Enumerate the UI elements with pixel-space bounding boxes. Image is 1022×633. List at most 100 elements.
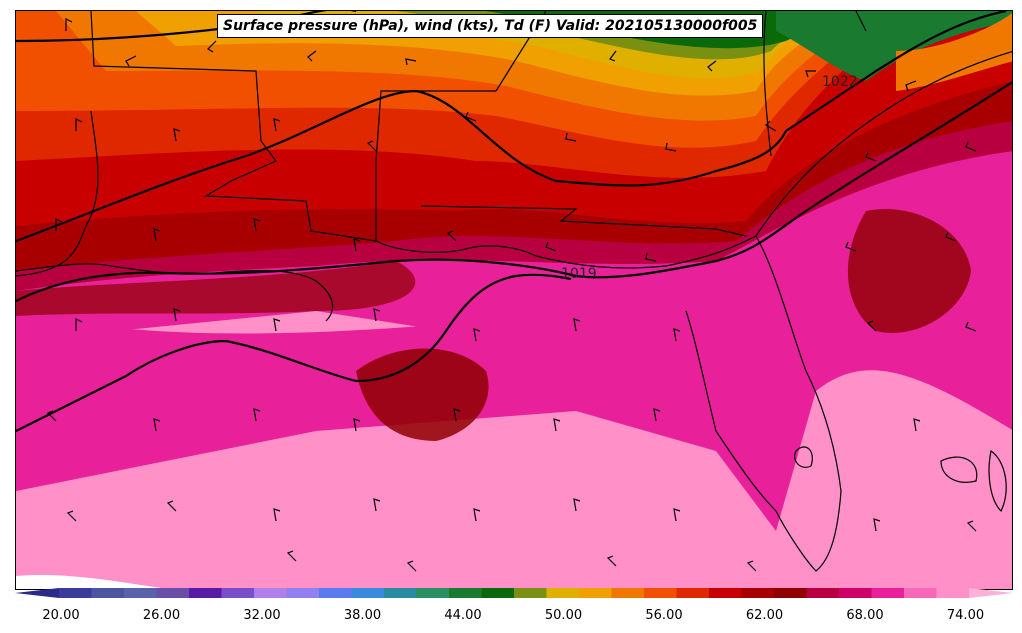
map-title: Surface pressure (hPa), wind (kts), Td (… [217, 14, 764, 38]
wind-barb [55, 218, 63, 231]
isobar-upper [16, 80, 1012, 302]
colorbar-cell [774, 588, 807, 598]
wind-barb [153, 418, 161, 432]
shade-atlantic-pocket [847, 209, 971, 333]
colorbar-cell [416, 588, 450, 598]
wind-barb [173, 128, 181, 142]
wind-barb [46, 410, 57, 422]
wind-barb [606, 555, 617, 567]
colorbar-cell [254, 588, 287, 598]
colorbar-tick-label: 20.00 [42, 608, 80, 623]
colorbar-cell [676, 588, 710, 598]
colorbar-cell [221, 588, 255, 598]
wind-barb [573, 318, 581, 332]
colorbar-cell [611, 588, 645, 598]
wind-barb [373, 308, 381, 322]
colorbar-cell [839, 588, 872, 598]
state-line-gulf [420, 205, 747, 237]
colorbar-cell [579, 588, 612, 598]
colorbar-tick-label: 62.00 [745, 608, 784, 623]
wind-barb [866, 320, 877, 332]
colorbar-tick-label: 56.00 [645, 608, 683, 623]
colorbar-extend-low [15, 588, 59, 598]
state-line-nc [855, 11, 867, 32]
wind-barb [473, 508, 481, 522]
wind-barb [945, 231, 957, 242]
colorbar-tick-label: 50.00 [544, 608, 583, 623]
wind-barb [609, 50, 617, 62]
colorbar-extend-high [969, 588, 1013, 598]
wind-barb [653, 408, 661, 422]
colorbar-cell [871, 588, 905, 598]
map-panel [15, 10, 1013, 590]
state-line-west [90, 11, 496, 242]
wind-barb [273, 318, 281, 332]
wind-barb [253, 218, 261, 232]
wind-barb [545, 241, 557, 252]
wind-barb [406, 560, 417, 572]
wind-barb [966, 520, 977, 532]
wind-barb [707, 60, 717, 72]
wind-barb [673, 508, 681, 522]
wind-barb [805, 70, 816, 78]
colorbar-cells [15, 588, 1013, 598]
wind-barb [353, 418, 361, 432]
coastline-atlantic [755, 50, 1012, 237]
coastline-ms-al [375, 240, 537, 257]
wind-barb [273, 508, 281, 522]
isobar-label-1019: 1019 [561, 266, 597, 282]
wind-barb [465, 111, 477, 122]
wind-barb [746, 560, 757, 572]
isobar-label-1022: 1022 [822, 74, 858, 90]
wind-barb [665, 142, 677, 152]
wind-barbs [46, 18, 977, 572]
colorbar-cell [189, 588, 222, 598]
wind-barb [965, 141, 977, 152]
wind-barb [66, 510, 77, 522]
wind-barb [286, 550, 297, 562]
colorbar-cell [319, 588, 352, 598]
coastline-florida [685, 235, 842, 572]
wind-barb [765, 120, 777, 132]
wind-barb [373, 498, 381, 512]
colorbar-tick-label: 74.00 [946, 608, 985, 623]
wind-barb [573, 498, 581, 512]
wind-barb [865, 151, 877, 162]
colorbar-tick-label: 26.00 [142, 608, 181, 623]
wind-barb [473, 328, 481, 342]
wind-barb [166, 500, 177, 512]
isobar-1019 [16, 273, 572, 432]
colorbar-tick-label: 32.00 [243, 608, 281, 623]
colorbar-tick-label: 38.00 [343, 608, 382, 623]
shade-pink-south [16, 261, 1012, 531]
colorbar-cell [59, 588, 92, 598]
wind-barb [405, 58, 417, 66]
colorbar-cell [351, 588, 385, 598]
colorbar-cell [481, 588, 515, 598]
colorbar-cell [514, 588, 547, 598]
wind-barb [453, 408, 461, 422]
wind-barb [153, 228, 161, 242]
wind-barb [65, 18, 73, 31]
wind-barb [565, 132, 577, 142]
dewpoint-shading [16, 11, 1012, 589]
colorbar-cell [904, 588, 937, 598]
shade-coastal-band [16, 261, 416, 316]
nodata-corner [16, 574, 170, 589]
isobar-1022 [16, 11, 1007, 243]
state-line-tx-la [16, 110, 99, 277]
colorbar-cell [124, 588, 157, 598]
shade-ne-orange [896, 12, 1012, 91]
wind-barb [645, 252, 657, 262]
colorbar-cell [91, 588, 125, 598]
colorbar-cell [546, 588, 580, 598]
colorbar-cell [644, 588, 677, 598]
wind-barb [873, 518, 881, 532]
colorbar-tick-label: 68.00 [846, 608, 884, 623]
colorbar-cell [449, 588, 482, 598]
colorbar-cell [806, 588, 840, 598]
wind-barb [553, 418, 561, 432]
wind-barb [353, 238, 361, 252]
wind-barb [273, 118, 281, 132]
wind-barb [366, 140, 377, 152]
